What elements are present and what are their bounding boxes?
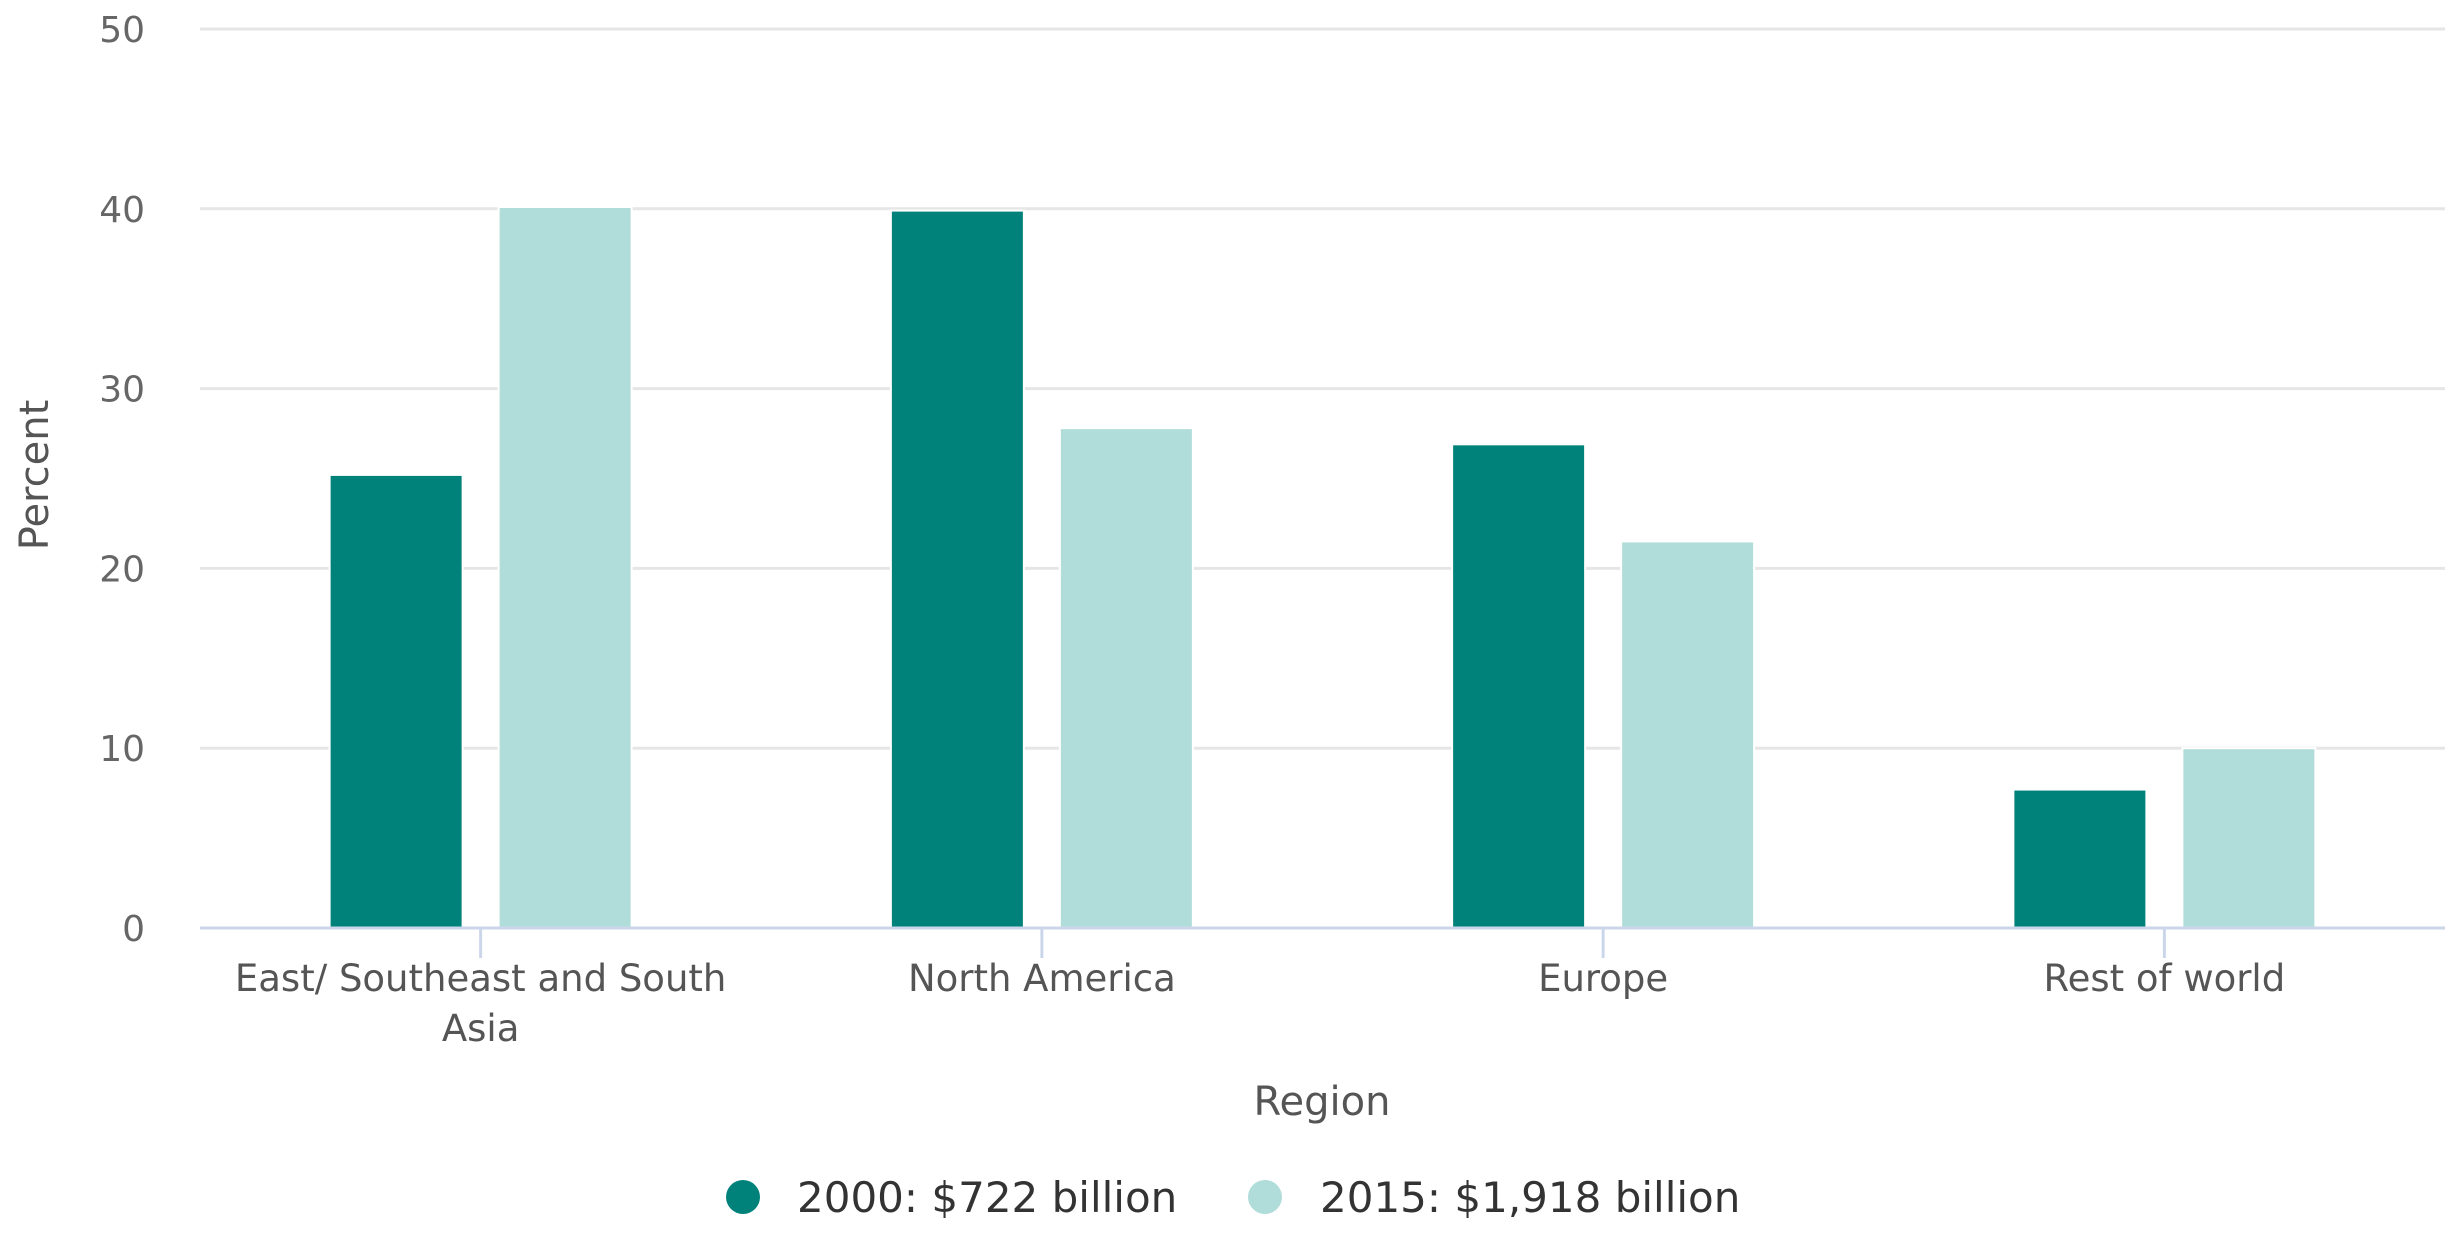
- bar-series1-cat1[interactable]: [328, 473, 464, 929]
- legend-label-series1[interactable]: 2000: $722 billion: [797, 1173, 1177, 1222]
- legend-marker-series1[interactable]: [726, 1180, 760, 1214]
- y-tick-label-30: 30: [99, 370, 145, 411]
- x-category-label-4: Rest of world: [2044, 957, 2286, 1000]
- bars: [328, 206, 2317, 930]
- y-tick-label-40: 40: [99, 190, 145, 231]
- y-axis-ticks: 0 10 20 30 40 50: [99, 10, 145, 950]
- bar-series2-cat1[interactable]: [497, 206, 633, 929]
- x-category-label-3: Europe: [1538, 957, 1668, 1000]
- y-tick-label-10: 10: [99, 729, 145, 770]
- bar-series2-cat4[interactable]: [2181, 747, 2317, 930]
- bar-series1-cat2[interactable]: [889, 209, 1025, 929]
- y-tick-label-20: 20: [99, 549, 145, 590]
- legend-label-series2[interactable]: 2015: $1,918 billion: [1320, 1173, 1740, 1222]
- bar-series2-cat2[interactable]: [1058, 427, 1194, 929]
- x-category-label-1-line2: Asia: [442, 1007, 520, 1050]
- x-axis: East/ Southeast and South Asia North Ameri…: [200, 926, 2445, 1050]
- bar-series2-cat3[interactable]: [1620, 540, 1756, 929]
- legend-marker-series2[interactable]: [1248, 1180, 1282, 1214]
- x-axis-title: Region: [1254, 1079, 1391, 1125]
- x-category-label-2: North America: [908, 957, 1176, 1000]
- y-axis-title: Percent: [12, 400, 58, 551]
- y-tick-label-0: 0: [122, 909, 145, 950]
- y-tick-label-50: 50: [99, 10, 145, 51]
- x-category-label-1-line1: East/ Southeast and South: [235, 957, 726, 1000]
- bar-series1-cat4[interactable]: [2012, 788, 2148, 930]
- legend: 2000: $722 billion 2015: $1,918 billion: [726, 1173, 1740, 1222]
- bar-series1-cat3[interactable]: [1451, 443, 1587, 929]
